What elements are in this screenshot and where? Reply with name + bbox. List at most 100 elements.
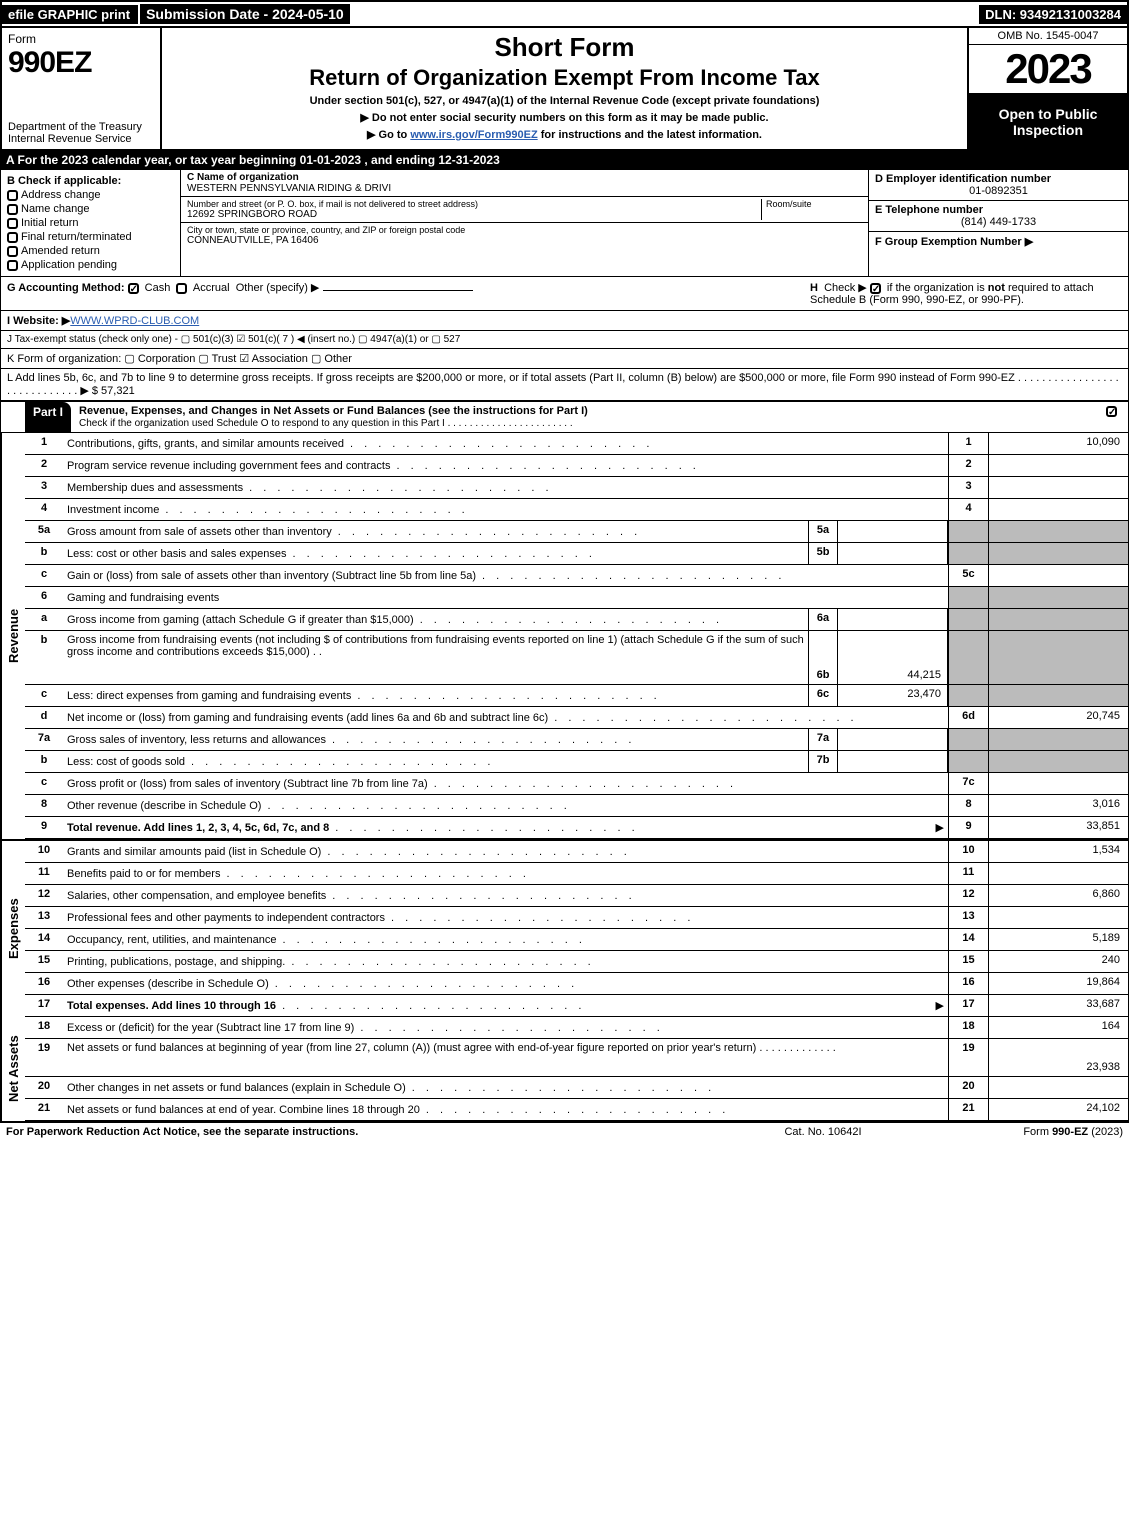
chk-name-change[interactable]: Name change bbox=[7, 203, 174, 215]
line-7b: b Less: cost of goods sold. . . . . . . … bbox=[25, 751, 1128, 773]
line-19: 19 Net assets or fund balances at beginn… bbox=[25, 1039, 1128, 1077]
f-label: F Group Exemption Number ▶ bbox=[875, 236, 1033, 248]
e-label: E Telephone number bbox=[875, 204, 1122, 216]
line-6d: d Net income or (loss) from gaming and f… bbox=[25, 707, 1128, 729]
line-20: 20 Other changes in net assets or fund b… bbox=[25, 1077, 1128, 1099]
addr-label: Number and street (or P. O. box, if mail… bbox=[187, 199, 757, 209]
part-i-label: Part I bbox=[25, 402, 71, 432]
net-assets-section: Net Assets 18 Excess or (deficit) for th… bbox=[0, 1017, 1129, 1122]
d-label: D Employer identification number bbox=[875, 173, 1122, 185]
row-j: J Tax-exempt status (check only one) - ▢… bbox=[0, 331, 1129, 349]
open-public-badge: Open to Public Inspection bbox=[969, 94, 1127, 149]
row-g-h: G Accounting Method: Cash Accrual Other … bbox=[0, 277, 1129, 311]
goto-pre: ▶ Go to bbox=[367, 129, 410, 141]
line-7a: 7a Gross sales of inventory, less return… bbox=[25, 729, 1128, 751]
page-footer: For Paperwork Reduction Act Notice, see … bbox=[0, 1122, 1129, 1141]
header-left: Form 990EZ Department of the Treasury In… bbox=[2, 28, 162, 149]
short-form-title: Short Form bbox=[170, 32, 959, 63]
submission-date: Submission Date - 2024-05-10 bbox=[139, 3, 351, 25]
chk-address-change[interactable]: Address change bbox=[7, 189, 174, 201]
section-a-bar: A For the 2023 calendar year, or tax yea… bbox=[0, 151, 1129, 169]
part-i-header: Part I Revenue, Expenses, and Changes in… bbox=[0, 401, 1129, 433]
chk-accrual[interactable] bbox=[176, 283, 187, 294]
row-k: K Form of organization: ▢ Corporation ▢ … bbox=[0, 349, 1129, 369]
line-13: 13 Professional fees and other payments … bbox=[25, 907, 1128, 929]
section-b-label: B Check if applicable: bbox=[7, 175, 174, 187]
expenses-section: Expenses 10 Grants and similar amounts p… bbox=[0, 839, 1129, 1017]
dln-number: DLN: 93492131003284 bbox=[979, 5, 1127, 24]
revenue-side-label: Revenue bbox=[1, 433, 25, 839]
chk-amended-return[interactable]: Amended return bbox=[7, 245, 174, 257]
line-2: 2 Program service revenue including gove… bbox=[25, 455, 1128, 477]
form-footer-label: Form 990-EZ (2023) bbox=[923, 1126, 1123, 1138]
expenses-side-label: Expenses bbox=[1, 841, 25, 1017]
line-6c: c Less: direct expenses from gaming and … bbox=[25, 685, 1128, 707]
chk-final-return[interactable]: Final return/terminated bbox=[7, 231, 174, 243]
line-16: 16 Other expenses (describe in Schedule … bbox=[25, 973, 1128, 995]
line-17: 17 Total expenses. Add lines 10 through … bbox=[25, 995, 1128, 1017]
line-5b: b Less: cost or other basis and sales ex… bbox=[25, 543, 1128, 565]
line-18: 18 Excess or (deficit) for the year (Sub… bbox=[25, 1017, 1128, 1039]
paperwork-notice: For Paperwork Reduction Act Notice, see … bbox=[6, 1126, 723, 1138]
section-def: D Employer identification number 01-0892… bbox=[868, 170, 1128, 276]
org-name-row: C Name of organization WESTERN PENNSYLVA… bbox=[181, 170, 868, 197]
return-title: Return of Organization Exempt From Incom… bbox=[170, 65, 959, 91]
row-l-text: L Add lines 5b, 6c, and 7b to line 9 to … bbox=[7, 372, 1119, 397]
chk-application-pending[interactable]: Application pending bbox=[7, 259, 174, 271]
tax-year: 2023 bbox=[969, 45, 1127, 94]
info-grid: B Check if applicable: Address change Na… bbox=[0, 169, 1129, 277]
line-4: 4 Investment income. . . . . . . . . . .… bbox=[25, 499, 1128, 521]
goto-line: ▶ Go to www.irs.gov/Form990EZ for instru… bbox=[170, 128, 959, 141]
row-l: L Add lines 5b, 6c, and 7b to line 9 to … bbox=[0, 369, 1129, 401]
efile-print-button[interactable]: efile GRAPHIC print bbox=[2, 5, 138, 24]
line-11: 11 Benefits paid to or for members. . . … bbox=[25, 863, 1128, 885]
chk-schedule-b[interactable] bbox=[870, 283, 881, 294]
line-6: 6 Gaming and fundraising events bbox=[25, 587, 1128, 609]
chk-initial-return[interactable]: Initial return bbox=[7, 217, 174, 229]
goto-post: for instructions and the latest informat… bbox=[538, 129, 762, 141]
omb-number: OMB No. 1545-0047 bbox=[969, 28, 1127, 45]
line-14: 14 Occupancy, rent, utilities, and maint… bbox=[25, 929, 1128, 951]
top-bar: efile GRAPHIC print Submission Date - 20… bbox=[0, 0, 1129, 28]
city-label: City or town, state or province, country… bbox=[187, 225, 862, 235]
c-label: C Name of organization bbox=[187, 172, 862, 183]
ein-value: 01-0892351 bbox=[875, 185, 1122, 197]
phone-value: (814) 449-1733 bbox=[875, 216, 1122, 228]
group-exemption-row: F Group Exemption Number ▶ bbox=[869, 232, 1128, 251]
header-center: Short Form Return of Organization Exempt… bbox=[162, 28, 967, 149]
irs-link[interactable]: www.irs.gov/Form990EZ bbox=[410, 129, 537, 141]
line-6b: b Gross income from fundraising events (… bbox=[25, 631, 1128, 685]
phone-row: E Telephone number (814) 449-1733 bbox=[869, 201, 1128, 232]
website-link[interactable]: WWW.WPRD-CLUB.COM bbox=[70, 315, 199, 327]
line-6a: a Gross income from gaming (attach Sched… bbox=[25, 609, 1128, 631]
cat-number: Cat. No. 10642I bbox=[723, 1126, 923, 1138]
room-suite: Room/suite bbox=[762, 199, 862, 220]
line-5a: 5a Gross amount from sale of assets othe… bbox=[25, 521, 1128, 543]
form-header: Form 990EZ Department of the Treasury In… bbox=[0, 28, 1129, 151]
line-21: 21 Net assets or fund balances at end of… bbox=[25, 1099, 1128, 1121]
line-7c: c Gross profit or (loss) from sales of i… bbox=[25, 773, 1128, 795]
line-10: 10 Grants and similar amounts paid (list… bbox=[25, 841, 1128, 863]
form-label: Form bbox=[8, 32, 154, 46]
line-3: 3 Membership dues and assessments. . . .… bbox=[25, 477, 1128, 499]
line-12: 12 Salaries, other compensation, and emp… bbox=[25, 885, 1128, 907]
line-1: 1 Contributions, gifts, grants, and simi… bbox=[25, 433, 1128, 455]
part-i-title: Revenue, Expenses, and Changes in Net As… bbox=[71, 402, 1098, 432]
row-i: I Website: ▶WWW.WPRD-CLUB.COM bbox=[0, 311, 1129, 331]
net-assets-side-label: Net Assets bbox=[1, 1017, 25, 1121]
accounting-method: G Accounting Method: Cash Accrual Other … bbox=[7, 281, 802, 306]
line-8: 8 Other revenue (describe in Schedule O)… bbox=[25, 795, 1128, 817]
part-i-checkbox[interactable] bbox=[1098, 402, 1128, 432]
chk-cash[interactable] bbox=[128, 283, 139, 294]
department-label: Department of the Treasury Internal Reve… bbox=[8, 121, 154, 145]
section-h: H Check ▶ if the organization is not req… bbox=[802, 281, 1122, 306]
line-5c: c Gain or (loss) from sale of assets oth… bbox=[25, 565, 1128, 587]
addr-value: 12692 SPRINGBORO ROAD bbox=[187, 209, 757, 220]
gross-receipts: 57,321 bbox=[101, 385, 135, 397]
section-c: C Name of organization WESTERN PENNSYLVA… bbox=[181, 170, 868, 276]
under-section: Under section 501(c), 527, or 4947(a)(1)… bbox=[170, 95, 959, 107]
org-name: WESTERN PENNSYLVANIA RIDING & DRIVI bbox=[187, 183, 862, 194]
section-b: B Check if applicable: Address change Na… bbox=[1, 170, 181, 276]
line-9: 9 Total revenue. Add lines 1, 2, 3, 4, 5… bbox=[25, 817, 1128, 839]
revenue-section: Revenue 1 Contributions, gifts, grants, … bbox=[0, 433, 1129, 839]
